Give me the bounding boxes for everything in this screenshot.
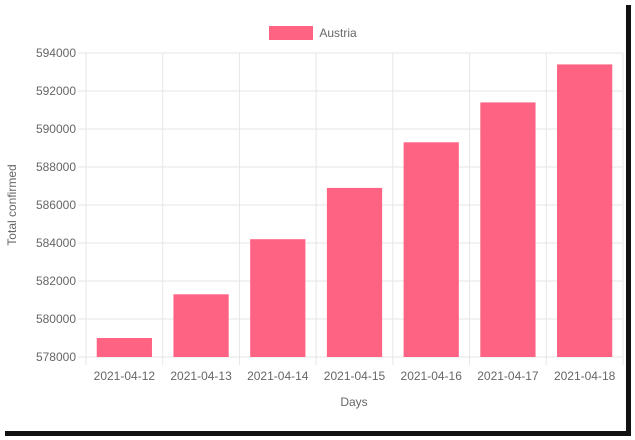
bar xyxy=(326,187,383,357)
x-tick-label: 2021-04-13 xyxy=(170,369,232,383)
y-tick-label: 588000 xyxy=(36,160,76,174)
chart-container: Austria 578000 580000 582000 584000 586000 58… xyxy=(0,26,626,409)
x-tick-label: 2021-04-14 xyxy=(247,369,309,383)
bars xyxy=(96,64,613,358)
y-tick-label: 594000 xyxy=(36,46,76,60)
y-tick-label: 580000 xyxy=(36,312,76,326)
y-axis-title: Total confirmed xyxy=(5,164,19,245)
y-tick-label: 590000 xyxy=(36,122,76,136)
bar xyxy=(557,64,613,358)
y-tick-label: 586000 xyxy=(36,198,76,212)
bar xyxy=(96,338,152,357)
y-tick-label: 578000 xyxy=(36,350,76,364)
bar xyxy=(173,294,229,357)
x-tick-label: 2021-04-17 xyxy=(477,369,539,383)
y-tick-label: 582000 xyxy=(36,274,76,288)
y-axis-ticks: 578000 580000 582000 584000 586000 588000 5900… xyxy=(36,46,76,364)
bar xyxy=(480,102,536,358)
legend[interactable]: Austria xyxy=(0,26,626,40)
x-tick-label: 2021-04-15 xyxy=(324,369,386,383)
x-axis-ticks: 2021-04-12 2021-04-13 2021-04-14 2021-04-15… xyxy=(94,369,616,383)
x-tick-label: 2021-04-18 xyxy=(554,369,616,383)
x-tick-label: 2021-04-16 xyxy=(401,369,463,383)
legend-swatch xyxy=(269,26,314,40)
y-tick-label: 584000 xyxy=(36,236,76,250)
x-axis-title: Days xyxy=(340,395,367,409)
bar xyxy=(403,142,459,357)
y-tick-label: 592000 xyxy=(36,84,76,98)
legend-label: Austria xyxy=(319,26,357,40)
bar xyxy=(250,239,306,357)
bar-chart: 578000 580000 582000 584000 586000 588000 5900… xyxy=(5,46,624,409)
x-tick-label: 2021-04-12 xyxy=(94,369,156,383)
